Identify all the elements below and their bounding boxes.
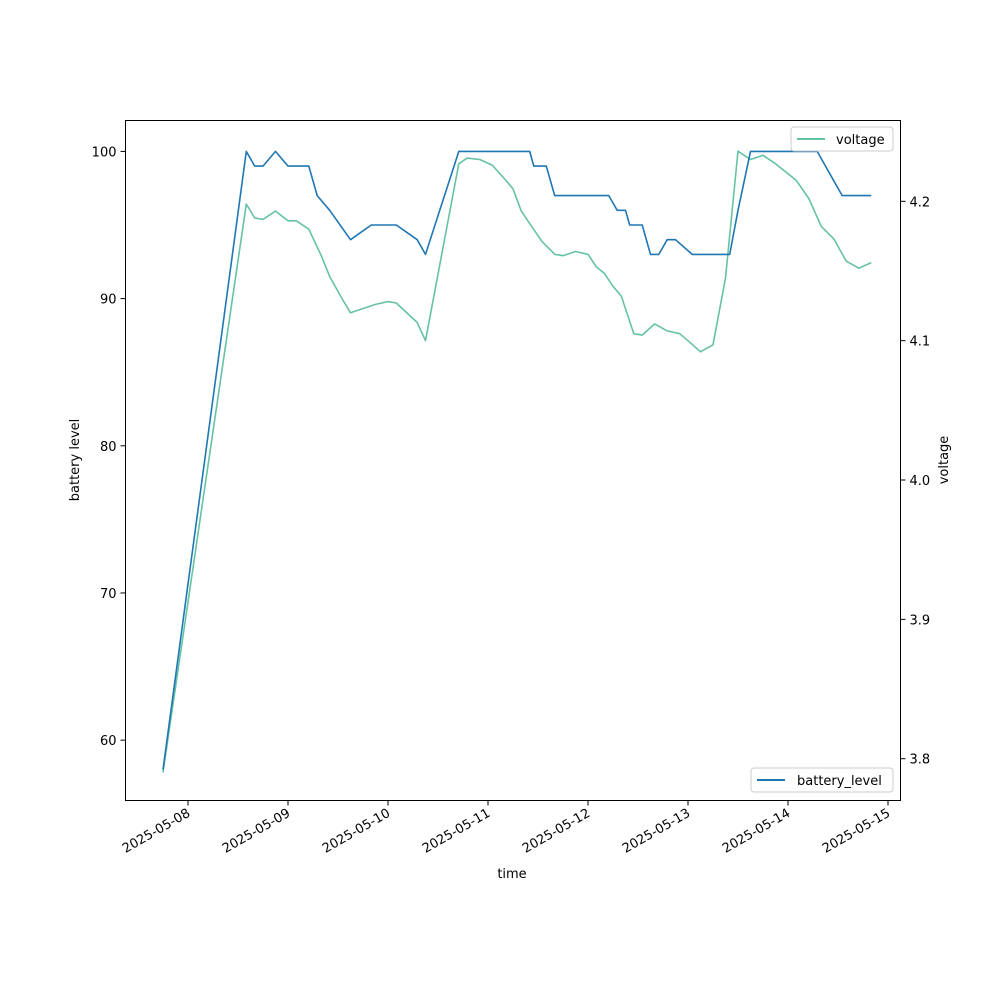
y-axis-label: battery level — [68, 419, 83, 502]
y2-axis-ticks: 3.8 3.9 4.0 4.1 4.2 — [900, 195, 931, 768]
plot-frame — [125, 120, 901, 801]
series-line-voltage — [162, 150, 872, 773]
legend-battery-level: battery_level — [750, 767, 894, 793]
y-tick-label: 90 — [100, 293, 117, 308]
y2-tick-label: 3.8 — [910, 753, 931, 768]
y2-tick-label: 4.0 — [910, 474, 931, 489]
y-tick-label: 60 — [100, 734, 117, 749]
y2-axis-label: voltage — [937, 436, 952, 485]
legend-battery-level-label: battery_level — [797, 774, 882, 789]
y-axis-ticks: 60 70 80 90 100 — [92, 145, 126, 749]
y-tick-label: 70 — [100, 587, 117, 602]
legend-voltage-box — [790, 126, 894, 152]
legend-voltage-label: voltage — [836, 133, 885, 148]
y-tick-label: 100 — [92, 145, 117, 160]
plot-lines — [162, 150, 872, 773]
y2-tick-label: 4.2 — [910, 195, 931, 210]
y2-tick-label: 3.9 — [910, 613, 931, 628]
legend-voltage: voltage — [790, 126, 894, 152]
y-tick-label: 80 — [100, 440, 117, 455]
series-line-battery-level — [162, 150, 872, 770]
legend-battery-level-box — [750, 767, 894, 793]
x-axis-label: time — [497, 867, 526, 882]
y2-tick-label: 4.1 — [910, 335, 931, 350]
